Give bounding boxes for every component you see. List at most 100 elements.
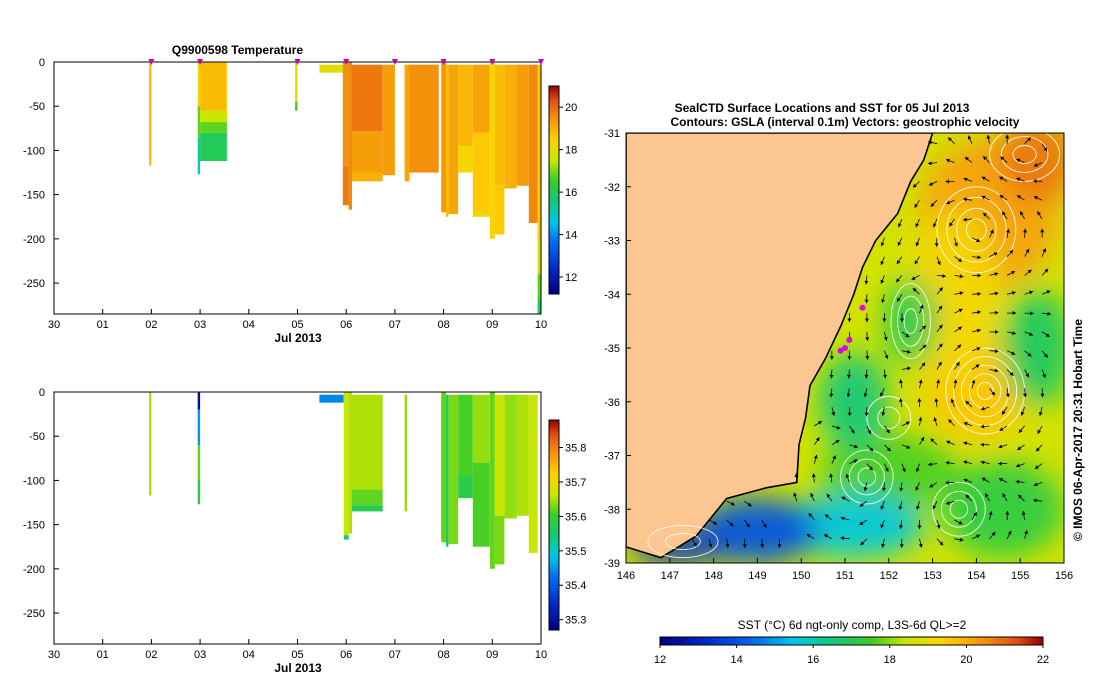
velocity-arrowhead <box>963 197 967 202</box>
colorbar-cell <box>549 218 559 222</box>
gsla-contour <box>890 283 931 360</box>
colorbar-cell <box>549 441 559 445</box>
velocity-arrowhead <box>964 157 969 161</box>
velocity-arrowhead <box>859 521 864 525</box>
sst-colorbar-cell <box>937 637 942 645</box>
sst-colorbar-cell <box>1033 637 1038 645</box>
colorbar-cell <box>549 187 559 191</box>
profile-segment <box>458 394 473 476</box>
colorbar-cell <box>549 622 559 626</box>
profile-segment <box>448 394 459 545</box>
velocity-arrowhead <box>1012 311 1017 315</box>
gsla-contour <box>647 524 719 559</box>
velocity-arrowhead <box>806 534 811 538</box>
sst-colorbar-cell <box>908 637 913 645</box>
velocity-arrowhead <box>883 336 888 341</box>
velocity-arrowhead <box>882 487 886 492</box>
profile-segment <box>149 62 152 166</box>
x-tick-label: 05 <box>291 649 303 661</box>
sst-colorbar-cell <box>969 637 974 645</box>
velocity-arrowhead <box>958 520 963 525</box>
sst-colorbar-cell <box>870 637 875 645</box>
colorbar-cell <box>549 530 559 534</box>
sst-colorbar-cell <box>781 637 785 645</box>
x-tick-label: 09 <box>486 319 498 331</box>
profile-segment <box>197 480 201 505</box>
colorbar-tick-label: 35.6 <box>565 511 586 523</box>
colorbar-tick-label: 35.7 <box>565 477 586 489</box>
colorbar-cell <box>549 433 559 437</box>
colorbar-cell <box>549 179 559 183</box>
sst-colorbar-cell <box>940 637 945 645</box>
colorbar-cell <box>549 588 559 592</box>
velocity-arrowhead <box>886 429 890 434</box>
salinity-section-panel: 30 01 02 03 04 05 06 07 08 09 10 Jul 2013 0 -50 -100 -1… <box>23 387 586 675</box>
velocity-arrowhead <box>845 473 850 478</box>
sst-colorbar-cell <box>825 637 830 645</box>
profile-marker <box>197 59 204 65</box>
profile-segment <box>149 392 152 496</box>
colorbar-cell <box>549 130 559 134</box>
velocity-arrowhead <box>939 541 944 546</box>
velocity-arrowhead <box>906 445 911 449</box>
colorbar-cell <box>549 459 559 463</box>
map-x-tick-label: 156 <box>1055 570 1073 582</box>
x-tick-label: 02 <box>145 649 157 661</box>
profile-segment <box>472 64 490 133</box>
colorbar-cell <box>549 114 559 118</box>
velocity-arrowhead <box>823 534 828 538</box>
velocity-arrowhead <box>777 544 782 548</box>
y-tick-label: -150 <box>23 190 45 202</box>
sst-colorbar-cell <box>675 637 680 645</box>
colorbar-cell <box>549 234 559 238</box>
sst-colorbar-cell <box>841 637 846 645</box>
colorbar-cell <box>549 236 559 240</box>
velocity-arrowhead <box>1024 530 1028 535</box>
x-tick-label: 07 <box>389 319 401 331</box>
colorbar-cell <box>549 456 559 460</box>
sst-colorbar-cell <box>950 637 955 645</box>
profile-segment <box>197 106 201 138</box>
profile-segment <box>528 64 538 223</box>
velocity-arrowhead <box>945 179 949 184</box>
sst-colorbar-cell <box>707 637 712 645</box>
velocity-arrowhead <box>922 344 927 349</box>
sst-patch <box>1002 288 1064 408</box>
velocity-arrowhead <box>945 480 950 485</box>
colorbar-cell <box>549 427 559 432</box>
gsla-contour <box>946 196 1007 263</box>
velocity-arrowhead <box>999 195 1004 199</box>
y-tick-label: -200 <box>23 234 45 246</box>
sst-colorbar-cell <box>698 637 702 645</box>
sst-colorbar-cell <box>822 637 827 645</box>
velocity-arrowhead <box>953 379 958 384</box>
colorbar-cell <box>549 477 559 481</box>
velocity-arrowhead <box>999 427 1004 431</box>
velocity-arrowhead <box>915 486 919 491</box>
sst-colorbar-cell <box>975 637 980 645</box>
colorbar-cell <box>549 273 559 277</box>
velocity-arrowhead <box>949 222 953 227</box>
x-tick-label: 05 <box>291 319 303 331</box>
velocity-arrowhead <box>898 223 902 228</box>
velocity-arrowhead <box>999 176 1004 181</box>
sst-colorbar-cell <box>861 637 865 645</box>
sst-colorbar-cell <box>995 637 999 645</box>
colorbar-cell <box>549 616 559 621</box>
sst-colorbar-cell <box>912 637 916 645</box>
x-tick-label: 04 <box>243 649 255 661</box>
x-tick-label: 10 <box>535 649 547 661</box>
velocity-arrowhead <box>1016 463 1021 468</box>
velocity-arrowhead <box>963 441 968 446</box>
velocity-arrowhead <box>938 324 943 329</box>
velocity-arrowhead <box>981 195 986 200</box>
colorbar-cell <box>549 422 559 426</box>
velocity-arrowhead <box>1011 291 1016 295</box>
sst-colorbar-cell <box>848 637 852 645</box>
velocity-arrowhead <box>1005 134 1010 139</box>
colorbar-cell <box>549 112 559 116</box>
velocity-arrowhead <box>1033 498 1037 503</box>
sst-colorbar-cell <box>784 637 789 645</box>
x-tick-label: 30 <box>48 319 60 331</box>
velocity-arrowhead <box>967 135 972 140</box>
